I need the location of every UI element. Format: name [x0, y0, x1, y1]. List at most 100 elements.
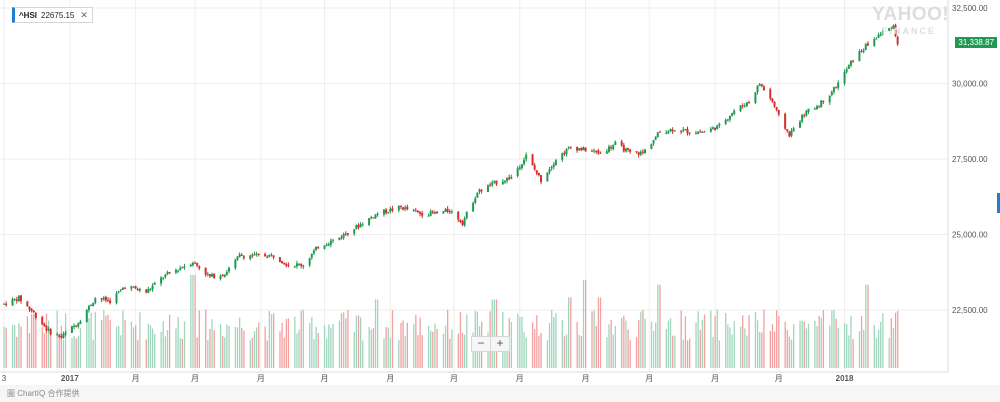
candle-body: [771, 98, 774, 102]
volume-bar: [756, 320, 759, 368]
candle-body: [845, 69, 848, 72]
volume-bar: [345, 318, 347, 368]
candle-body: [179, 267, 182, 270]
volume-bar: [283, 337, 285, 368]
candle-body: [650, 144, 653, 150]
zoom-out-button[interactable]: −: [477, 336, 485, 350]
volume-bar: [635, 336, 638, 368]
candle-body: [508, 177, 511, 180]
volume-bar: [383, 338, 385, 368]
zoom-in-button[interactable]: +: [490, 337, 509, 351]
volume-bar: [695, 322, 697, 368]
candle-body: [249, 255, 252, 259]
volume-bar: [385, 327, 387, 368]
volume-bar: [546, 340, 549, 368]
candle-body: [862, 50, 865, 52]
volume-bar: [332, 323, 334, 368]
candle-body: [134, 285, 137, 289]
volume-bar: [372, 328, 375, 368]
candle-body: [404, 207, 407, 210]
volume-bar: [568, 297, 570, 368]
volume-bar: [519, 316, 521, 368]
volume-bar: [219, 323, 222, 368]
candle-body: [614, 141, 617, 145]
candle-body: [565, 148, 568, 155]
volume-bar: [565, 334, 568, 368]
volume-bar: [302, 309, 304, 368]
candle-body: [338, 237, 341, 241]
volume-bar: [742, 315, 744, 368]
candle-body: [397, 205, 400, 211]
candle-body: [669, 128, 672, 132]
volume-bar: [357, 315, 360, 368]
candle-body: [877, 35, 880, 38]
candle-body: [272, 255, 275, 258]
volume-bar: [873, 324, 875, 368]
candle-body: [70, 326, 73, 333]
volume-bar: [701, 319, 704, 368]
volume-bar: [30, 314, 33, 368]
volume-bar: [495, 299, 498, 368]
y-tick-label: 25,000.00: [952, 231, 988, 240]
candle-body: [310, 254, 313, 258]
volume-bar: [130, 321, 133, 368]
candle-body: [743, 105, 746, 107]
candle-body: [518, 167, 521, 170]
volume-bar: [404, 336, 406, 368]
candle-body: [219, 275, 222, 280]
candle-body: [412, 209, 415, 211]
scroll-handle[interactable]: [997, 193, 1000, 213]
volume-bar: [451, 329, 453, 368]
candle-body: [644, 149, 647, 154]
volume-bar: [729, 327, 731, 368]
candle-body: [818, 106, 821, 108]
volume-bar: [829, 325, 831, 368]
candle-body: [376, 213, 379, 215]
volume-bar: [181, 338, 184, 368]
ticker-legend[interactable]: ^HSI 22675.15 ✕: [12, 7, 93, 23]
candle-body: [569, 146, 572, 148]
close-icon[interactable]: ✕: [80, 9, 88, 20]
candle-body: [671, 129, 674, 132]
candle-body: [550, 166, 553, 169]
candle-body: [87, 305, 90, 311]
volume-bar: [402, 320, 404, 368]
candle-body: [11, 299, 14, 306]
candle-body: [109, 300, 112, 303]
volume-bar: [309, 323, 311, 368]
volume-bar: [525, 337, 527, 368]
volume-bar: [162, 321, 164, 368]
volume-bar: [28, 333, 31, 368]
volume-bar: [731, 334, 733, 368]
volume-bar: [196, 337, 198, 368]
volume-bar: [846, 324, 848, 368]
candle-body: [786, 129, 789, 131]
candle-body: [431, 211, 434, 213]
candle-body: [119, 289, 122, 291]
candle-body: [758, 84, 761, 86]
x-tick-label: 月: [191, 374, 199, 383]
candle-body: [372, 217, 375, 219]
volume-bar: [419, 317, 421, 368]
volume-bar: [211, 319, 213, 368]
candle-body: [503, 180, 506, 183]
volume-bar: [682, 339, 684, 368]
candle-body: [79, 321, 82, 324]
candle-body: [117, 291, 120, 293]
volume-bar: [523, 332, 525, 368]
candle-body: [820, 100, 823, 108]
volume-bar: [561, 319, 563, 368]
candle-body: [242, 256, 245, 259]
candle-body: [858, 51, 861, 62]
candle-body: [476, 192, 479, 198]
volume-bar: [551, 309, 553, 368]
candle-body: [849, 60, 852, 66]
candle-body: [699, 131, 702, 133]
volume-bar: [164, 336, 167, 368]
volume-bar: [226, 324, 228, 368]
volume-bar: [328, 324, 330, 368]
volume-bar: [272, 313, 275, 368]
candle-body: [667, 131, 670, 134]
candle-body: [612, 145, 615, 149]
volume-bar: [877, 329, 880, 368]
